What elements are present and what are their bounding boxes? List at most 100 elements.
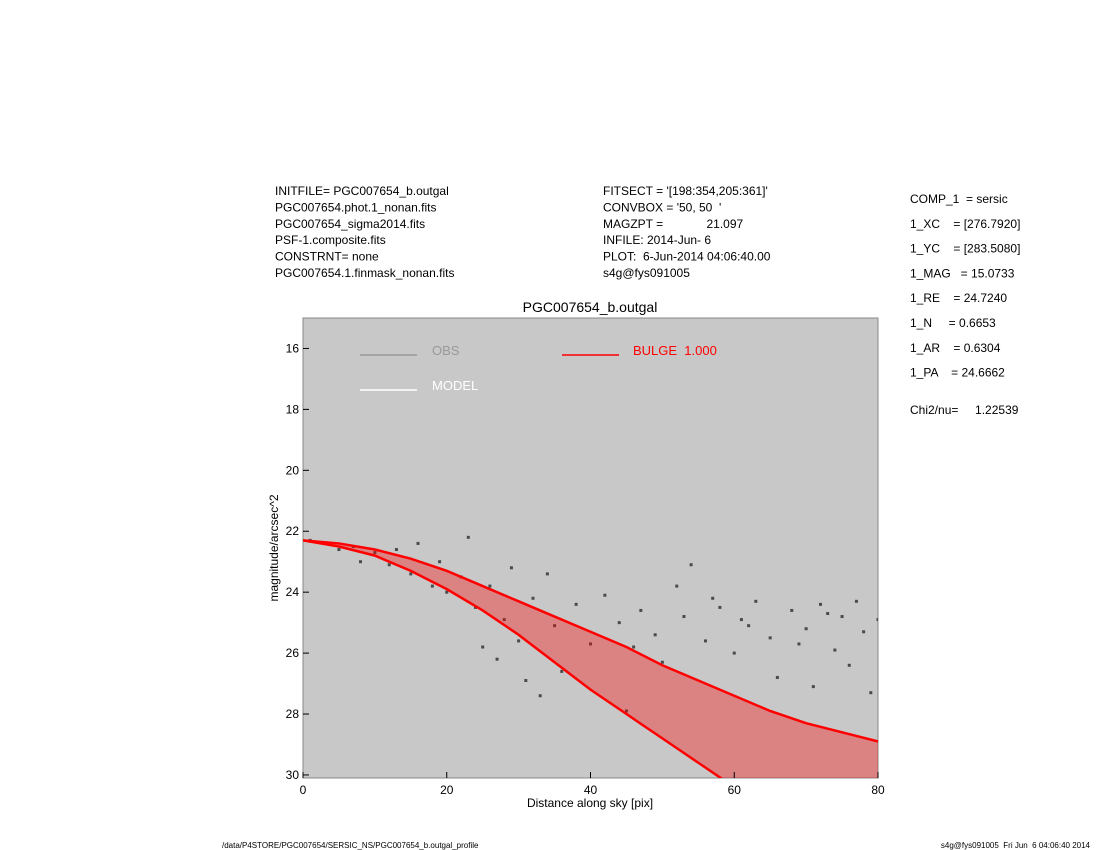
obs-point: [517, 639, 521, 643]
obs-point: [811, 685, 815, 689]
y-tick-label: 26: [286, 646, 300, 660]
header-line: s4g@fys091005: [603, 266, 690, 280]
obs-point: [660, 660, 664, 664]
obs-point: [481, 645, 485, 649]
legend-label: OBS: [432, 343, 460, 358]
obs-point: [416, 541, 420, 545]
param-line: 1_XC = [276.7920]: [910, 217, 1020, 231]
param-line: 1_N = 0.6653: [910, 316, 996, 330]
obs-point: [682, 615, 686, 619]
obs-point: [797, 642, 801, 646]
obs-point: [589, 642, 592, 646]
obs-point: [502, 618, 506, 622]
obs-point: [624, 709, 628, 713]
x-tick-label: 40: [584, 783, 598, 797]
y-axis-label: magnitude/arcsec^2: [267, 494, 281, 601]
obs-point: [509, 566, 513, 570]
obs-point: [466, 535, 470, 539]
footer-right: s4g@fys091005 Fri Jun 6 04:06:40 2014: [941, 841, 1091, 850]
obs-point: [739, 618, 743, 622]
legend-label: MODEL: [432, 378, 478, 393]
obs-point: [718, 605, 722, 609]
obs-point: [495, 657, 499, 661]
model-band: [303, 540, 878, 778]
y-tick-label: 16: [286, 341, 300, 355]
obs-point: [854, 599, 858, 603]
param-line: 1_AR = 0.6304: [910, 341, 1001, 355]
x-tick-label: 80: [871, 783, 885, 797]
obs-point: [560, 669, 564, 673]
model-lower: [303, 539, 724, 778]
obs-point: [359, 560, 362, 564]
plot-area: [302, 317, 879, 779]
obs-point: [488, 584, 492, 588]
header-line: PSF-1.composite.fits: [275, 233, 386, 247]
model-upper: [303, 539, 878, 743]
y-tick-label: 20: [286, 463, 300, 477]
header-line: CONSTRNT= none: [275, 250, 379, 264]
obs-point: [545, 572, 549, 576]
obs-point: [819, 602, 822, 606]
obs-point: [876, 618, 878, 622]
obs-point: [538, 694, 542, 698]
param-line: 1_MAG = 15.0733: [910, 266, 1015, 280]
obs-point: [675, 584, 679, 588]
obs-point: [430, 584, 434, 588]
obs-point: [833, 648, 837, 652]
obs-point: [394, 548, 398, 552]
header-line: PGC007654_sigma2014.fits: [275, 217, 425, 231]
obs-point: [524, 679, 528, 683]
x-tick-label: 20: [440, 783, 454, 797]
obs-point: [639, 608, 643, 612]
header-line: CONVBOX = '50, 50 ': [603, 200, 721, 214]
obs-point: [574, 602, 578, 606]
x-axis-label: Distance along sky [pix]: [527, 796, 653, 810]
obs-point: [754, 599, 758, 603]
legend-label: BULGE 1.000: [633, 343, 717, 358]
obs-point: [445, 590, 449, 594]
y-tick-label: 18: [286, 402, 300, 416]
obs-point: [862, 630, 866, 634]
param-line: COMP_1 = sersic: [910, 192, 1008, 206]
footer-left: /data/P4STORE/PGC007654/SERSIC_NS/PGC007…: [222, 841, 479, 850]
obs-point: [337, 548, 341, 552]
chart-title: PGC007654_b.outgal: [523, 299, 658, 315]
obs-point: [387, 563, 391, 567]
obs-point: [847, 663, 851, 667]
x-tick-label: 0: [300, 783, 307, 797]
plot-marks: [303, 535, 878, 778]
obs-point: [775, 675, 779, 679]
obs-point: [869, 691, 873, 695]
obs-point: [804, 627, 808, 631]
param-line: 1_PA = 24.6662: [910, 366, 1005, 380]
obs-point: [531, 596, 535, 600]
obs-point: [790, 608, 794, 612]
obs-point: [617, 621, 621, 625]
y-tick-label: 22: [286, 524, 300, 538]
x-tick-label: 60: [728, 783, 742, 797]
obs-point: [704, 639, 707, 643]
chi2: Chi2/nu= 1.22539: [910, 403, 1019, 417]
header-line: FITSECT = '[198:354,205:361]': [603, 184, 768, 198]
obs-point: [438, 560, 442, 564]
header-line: INFILE: 2014-Jun- 6: [603, 233, 711, 247]
header-line: PGC007654.1.finmask_nonan.fits: [275, 266, 454, 280]
obs-point: [603, 593, 607, 597]
y-tick-label: 30: [286, 768, 300, 782]
y-tick-label: 28: [286, 707, 300, 721]
obs-point: [732, 651, 736, 655]
header-line: PLOT: 6-Jun-2014 04:06:40.00: [603, 250, 771, 264]
header-line: MAGZPT = 21.097: [603, 217, 743, 231]
obs-point: [689, 563, 693, 567]
obs-point: [373, 551, 377, 555]
obs-point: [768, 636, 772, 640]
obs-point: [632, 645, 636, 649]
obs-point: [553, 624, 557, 628]
obs-point: [409, 572, 413, 576]
header-line: PGC007654.phot.1_nonan.fits: [275, 200, 436, 214]
param-line: 1_RE = 24.7240: [910, 291, 1007, 305]
param-line: 1_YC = [283.5080]: [910, 242, 1020, 256]
obs-point: [711, 596, 715, 600]
obs-point: [653, 633, 657, 637]
